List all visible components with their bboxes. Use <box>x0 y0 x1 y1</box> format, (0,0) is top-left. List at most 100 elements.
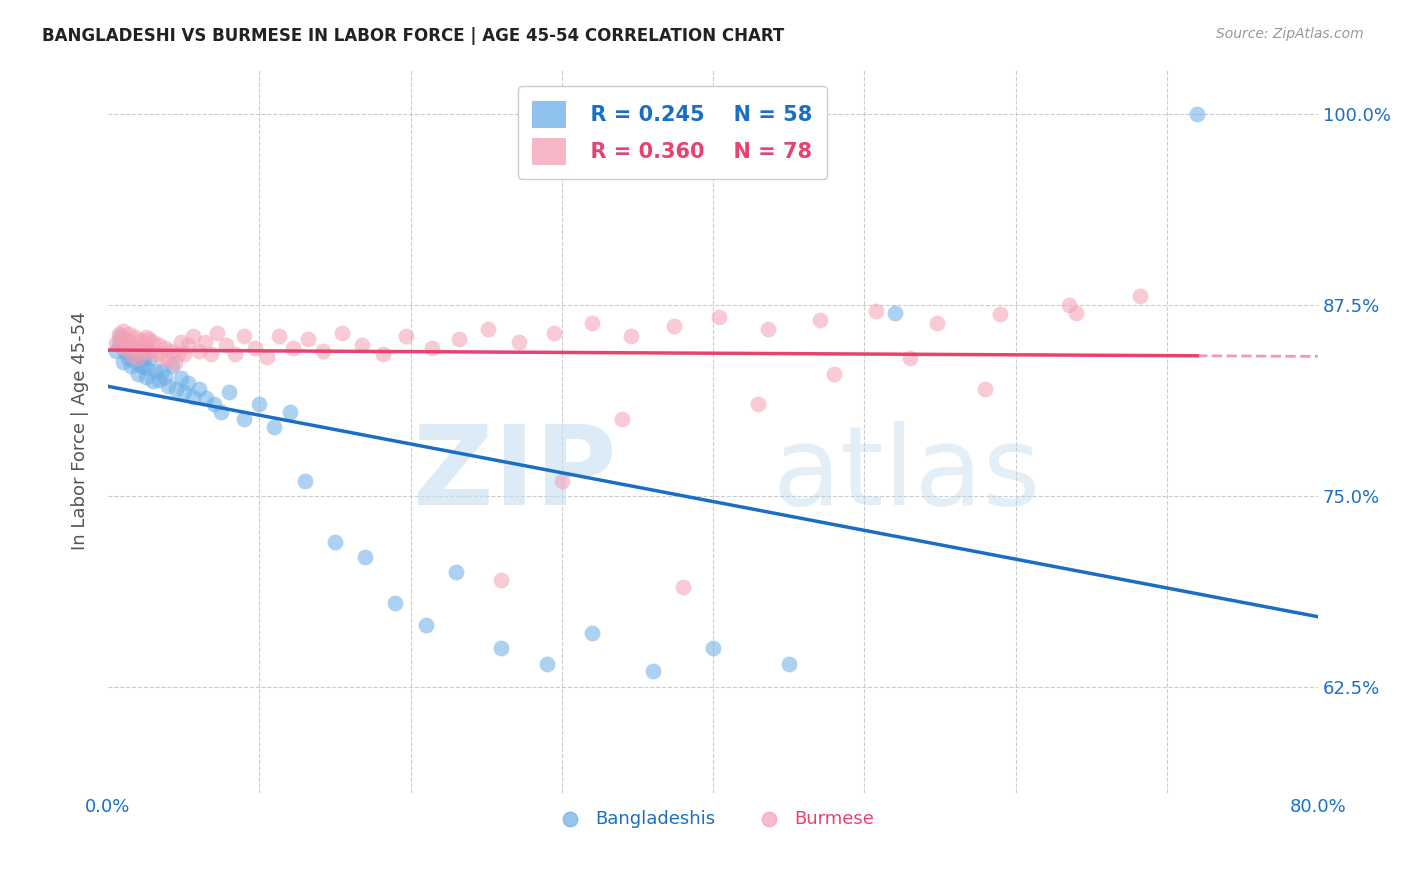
Point <box>187 343 209 358</box>
Point <box>128 358 150 372</box>
Point <box>121 348 143 362</box>
Point <box>124 330 146 344</box>
Point <box>233 412 256 426</box>
Point <box>115 336 138 351</box>
Point <box>135 369 157 384</box>
Point <box>756 322 779 336</box>
Point <box>169 334 191 349</box>
Point <box>256 350 278 364</box>
Point <box>127 351 149 366</box>
Point <box>491 573 513 587</box>
Point <box>115 343 138 357</box>
Point <box>187 382 209 396</box>
Point <box>110 339 132 353</box>
Point <box>195 391 218 405</box>
Point <box>263 420 285 434</box>
Point <box>1129 289 1152 303</box>
Point <box>352 337 374 351</box>
Point <box>641 665 664 679</box>
Point <box>477 322 499 336</box>
Point <box>114 333 136 347</box>
Point <box>132 345 155 359</box>
Point <box>536 657 558 671</box>
Text: ZIP: ZIP <box>413 421 616 528</box>
Text: Source: ZipAtlas.com: Source: ZipAtlas.com <box>1216 27 1364 41</box>
Point <box>142 375 165 389</box>
Point <box>181 328 204 343</box>
Point <box>121 348 143 362</box>
Point <box>209 405 232 419</box>
Point <box>139 351 162 366</box>
Point <box>104 336 127 351</box>
Point <box>118 326 141 341</box>
Point <box>551 474 574 488</box>
Point <box>104 343 127 358</box>
Point <box>1185 107 1208 121</box>
Point <box>672 580 695 594</box>
Point <box>373 347 395 361</box>
Point <box>173 347 195 361</box>
Point <box>823 367 845 381</box>
Point <box>165 382 187 396</box>
Point <box>134 351 156 366</box>
Point <box>148 373 170 387</box>
Y-axis label: In Labor Force | Age 45-54: In Labor Force | Age 45-54 <box>72 311 89 550</box>
Point <box>135 330 157 344</box>
Point <box>294 474 316 488</box>
Point <box>581 626 603 640</box>
Point <box>107 326 129 341</box>
Point <box>420 341 443 355</box>
Point <box>612 412 634 426</box>
Point <box>332 326 354 340</box>
Point <box>136 341 159 355</box>
Point <box>747 397 769 411</box>
Point <box>215 337 238 351</box>
Point <box>202 397 225 411</box>
Point <box>224 347 246 361</box>
Point <box>581 317 603 331</box>
Point <box>112 333 135 347</box>
Point <box>990 307 1012 321</box>
Point <box>297 332 319 346</box>
Point <box>177 337 200 351</box>
Point <box>620 328 643 343</box>
Point <box>384 596 406 610</box>
Point <box>491 641 513 656</box>
Point <box>138 332 160 346</box>
Point <box>218 384 240 399</box>
Point <box>129 333 152 347</box>
Point <box>447 332 470 346</box>
Point <box>200 347 222 361</box>
Point <box>415 618 437 632</box>
Point <box>136 360 159 375</box>
Point <box>810 313 832 327</box>
Point <box>169 371 191 385</box>
Point <box>194 334 217 349</box>
Point <box>883 306 905 320</box>
Point <box>925 317 948 331</box>
Point <box>278 405 301 419</box>
Point <box>145 364 167 378</box>
Point <box>1057 298 1080 312</box>
Point <box>134 336 156 351</box>
Point <box>118 343 141 358</box>
Point <box>155 341 177 355</box>
Point <box>120 359 142 373</box>
Point <box>974 382 997 396</box>
Point <box>157 353 180 368</box>
Point <box>129 348 152 362</box>
Point <box>163 356 186 370</box>
Point <box>508 334 530 349</box>
Point <box>243 341 266 355</box>
Point <box>707 310 730 325</box>
Point <box>120 339 142 353</box>
Point <box>354 549 377 564</box>
Point <box>110 330 132 344</box>
Point <box>108 328 131 343</box>
Point <box>181 390 204 404</box>
Point <box>112 324 135 338</box>
Point <box>124 354 146 368</box>
Text: BANGLADESHI VS BURMESE IN LABOR FORCE | AGE 45-54 CORRELATION CHART: BANGLADESHI VS BURMESE IN LABOR FORCE | … <box>42 27 785 45</box>
Point <box>148 337 170 351</box>
Point <box>107 336 129 351</box>
